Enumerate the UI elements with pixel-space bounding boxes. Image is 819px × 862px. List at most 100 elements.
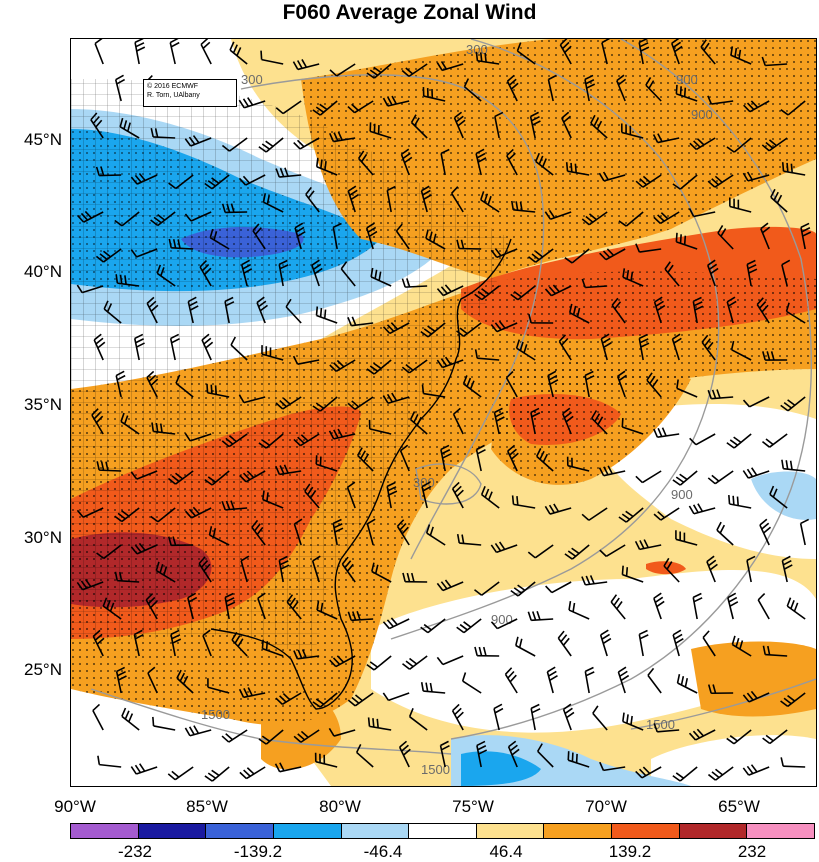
wind-barb-52 [531,112,541,138]
wind-barb-216 [654,428,679,438]
wind-barb-55 [622,124,643,138]
wind-barb-351 [505,668,517,693]
wind-barb-80 [78,211,104,222]
wind-barb-156 [693,298,703,323]
wind-barb-273 [565,545,589,559]
wind-barb-206 [294,434,319,446]
wind-barb-267 [367,519,375,545]
wind-barb-45 [259,138,283,152]
wind-barb-105 [295,223,305,249]
wind-barb-347 [348,693,373,706]
wind-barb-145 [286,299,301,323]
wind-barb-8 [367,64,391,78]
wind-barb-299 [782,556,792,582]
wind-barb-340 [117,667,127,693]
wind-barb-370 [453,704,464,730]
wind-barb-310 [457,619,481,633]
wind-barb-332 [516,637,535,656]
wind-barb-167 [330,360,355,371]
wind-barb-103 [210,229,229,249]
wind-barb-297 [707,556,717,582]
wind-barb-180 [116,371,125,397]
wind-barb-11 [476,52,499,64]
wind-barb-81 [115,212,139,226]
wind-barb-159 [786,303,805,323]
wind-barb-31 [507,75,518,101]
colorbar-segment-10 [747,824,814,838]
wind-barb-367 [329,728,355,736]
wind-barb-365 [259,730,283,744]
wind-barb-136 [665,262,679,286]
wind-barb-169 [402,360,427,373]
wind-barb-185 [276,397,301,409]
wind-barb-261 [131,543,157,554]
wind-barb-88 [387,187,395,212]
credit-box: © 2016 ECMWF R. Torn, UAlbany [143,79,237,107]
wind-barb-227 [358,448,373,471]
wind-barb-94 [582,212,607,225]
chart-title: F060 Average Zonal Wind [0,0,819,28]
wind-barb-374 [593,706,607,730]
wind-barb-271 [491,542,517,552]
wind-barb-200 [92,409,103,434]
wind-barb-155 [655,297,665,323]
wind-barb-189 [422,385,445,397]
wind-barb-72 [536,153,553,175]
wind-barb-235 [636,471,661,483]
wind-barb-49 [412,115,428,138]
wind-barb-144 [257,297,267,323]
wind-barb-222 [168,471,193,484]
wind-barb-30 [464,79,481,101]
wind-barb-264 [252,520,265,545]
colorbar-label-neg139: -139.2 [218,842,298,862]
colorbar-label-46: 46.4 [466,842,546,862]
wind-barb-125 [279,261,288,286]
wind-barb-390 [477,741,487,767]
wind-barb-317 [728,593,738,619]
wind-barb-362 [153,717,175,730]
wind-barb-41 [120,118,139,138]
wind-barb-350 [463,672,481,693]
wind-barb-117 [718,225,733,249]
wind-barb-313 [569,601,589,619]
wind-barb-392 [538,744,553,767]
credit-line-2: R. Torn, UAlbany [147,91,233,100]
wind-barb-268 [398,520,410,545]
wind-barb-269 [427,524,445,545]
wind-barb-291 [475,582,500,595]
wind-barb-371 [494,704,503,730]
wind-barb-315 [654,593,664,619]
wind-barb-335 [639,631,648,656]
wind-barb-50 [454,112,465,138]
wind-barb-37 [708,96,733,104]
wind-barb-203 [185,433,211,441]
wind-barb-278 [760,519,771,545]
wind-barb-137 [708,260,718,286]
colorbar-segment-3 [274,824,342,838]
wind-barb-139 [782,260,790,286]
wind-barb-108 [396,224,409,249]
wind-barb-286 [313,556,321,582]
credit-line-1: © 2016 ECMWF [147,82,233,91]
wind-barb-324 [232,632,247,656]
wind-barb-260 [97,545,122,558]
wind-barb-34 [617,75,626,101]
wind-barb-279 [801,519,809,545]
wind-barb-163 [202,334,213,360]
wind-barb-230 [477,445,486,471]
wind-barb-232 [537,448,553,471]
wind-barb-160 [94,334,105,360]
wind-barb-210 [454,408,464,434]
wind-barb-309 [421,619,445,633]
wind-barb-85 [263,193,283,212]
wind-barb-73 [567,162,589,175]
wind-barb-77 [708,175,733,187]
wind-barb-357 [709,685,733,694]
wind-barb-254 [582,508,607,520]
wind-barb-107 [367,223,377,249]
wind-barb-24 [239,98,265,108]
wind-barb-196 [677,379,697,397]
wind-barb-253 [545,504,571,514]
wind-barb-115 [636,244,661,252]
wind-barb-248 [387,482,397,508]
